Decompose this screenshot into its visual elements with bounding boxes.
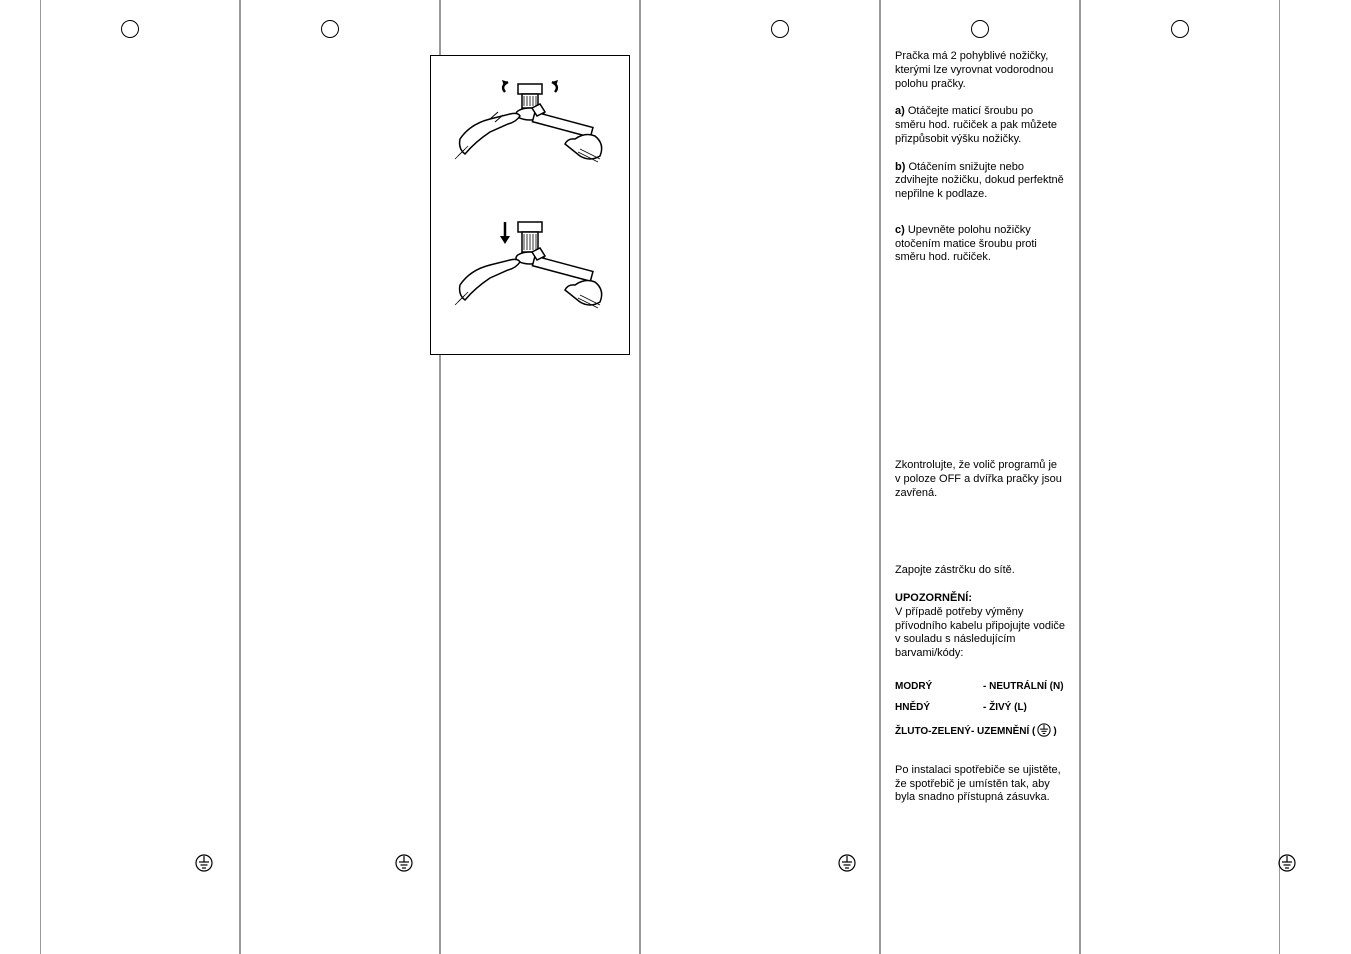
color-name: HNĚDÝ bbox=[895, 702, 983, 713]
step-a-label: a) bbox=[895, 105, 905, 117]
ground-marker-icon bbox=[395, 854, 413, 872]
warning-text: V případě potřeby výměny přívodního kabe… bbox=[895, 606, 1065, 659]
ground-marker-icon bbox=[838, 854, 856, 872]
leveling-foot-diagram bbox=[430, 55, 630, 355]
final-text: Po instalaci spotřebiče se ujistěte, že … bbox=[895, 764, 1065, 805]
code-suffix: ) bbox=[1053, 726, 1056, 737]
step-a: a) Otáčejte maticí šroubu po směru hod. … bbox=[895, 105, 1065, 146]
column-6 bbox=[1080, 0, 1280, 954]
warning-heading: UPOZORNĚNÍ: bbox=[895, 592, 972, 604]
ground-marker-icon bbox=[195, 854, 213, 872]
color-row-yellowgreen: ŽLUTO-ZELENÝ - UZEMNĚNÍ ( ) bbox=[895, 723, 1065, 740]
diagram-panel-2 bbox=[439, 210, 621, 350]
step-a-text: Otáčejte maticí šroubu po směru hod. ruč… bbox=[895, 105, 1057, 145]
color-code: - ŽIVÝ (L) bbox=[983, 702, 1027, 713]
color-row-brown: HNĚDÝ - ŽIVÝ (L) bbox=[895, 702, 1065, 713]
column-4 bbox=[640, 0, 880, 954]
step-b-label: b) bbox=[895, 161, 905, 173]
ground-marker-icon bbox=[1278, 854, 1296, 872]
code-prefix: - UZEMNĚNÍ ( bbox=[971, 726, 1035, 737]
step-c: c) Upevněte polohu nožičky otočením mati… bbox=[895, 224, 1065, 265]
warning-block: UPOZORNĚNÍ: V případě potřeby výměny pří… bbox=[895, 592, 1065, 661]
hole-punch-icon bbox=[1171, 20, 1189, 38]
instructions-column: Pračka má 2 pohyblivé nožičky, kterými l… bbox=[885, 0, 1075, 829]
color-row-blue: MODRÝ - NEUTRÁLNÍ (N) bbox=[895, 681, 1065, 692]
hole-punch-icon bbox=[321, 20, 339, 38]
color-code: - UZEMNĚNÍ ( ) bbox=[971, 723, 1057, 740]
diagram-panel-1 bbox=[439, 64, 621, 204]
check-text: Zkontrolujte, že volič programů je v pol… bbox=[895, 459, 1065, 500]
wire-color-table: MODRÝ - NEUTRÁLNÍ (N) HNĚDÝ - ŽIVÝ (L) Ž… bbox=[895, 681, 1065, 740]
color-name: MODRÝ bbox=[895, 681, 983, 692]
column-2 bbox=[240, 0, 440, 954]
color-name: ŽLUTO-ZELENÝ bbox=[895, 726, 971, 737]
step-c-label: c) bbox=[895, 224, 905, 236]
step-b-text: Otáčením snižujte nebo zdvihejte nožičku… bbox=[895, 161, 1064, 201]
step-b: b) Otáčením snižujte nebo zdvihejte noži… bbox=[895, 161, 1065, 202]
ground-icon bbox=[1037, 723, 1051, 740]
step-c-text: Upevněte polohu nožičky otočením matice … bbox=[895, 224, 1037, 264]
hole-punch-icon bbox=[771, 20, 789, 38]
intro-text: Pračka má 2 pohyblivé nožičky, kterými l… bbox=[895, 50, 1065, 91]
spacer bbox=[895, 514, 1065, 564]
color-code: - NEUTRÁLNÍ (N) bbox=[983, 681, 1064, 692]
hole-punch-icon bbox=[121, 20, 139, 38]
column-1 bbox=[40, 0, 240, 954]
plug-text: Zapojte zástrčku do sítě. bbox=[895, 564, 1065, 578]
spacer bbox=[895, 279, 1065, 459]
